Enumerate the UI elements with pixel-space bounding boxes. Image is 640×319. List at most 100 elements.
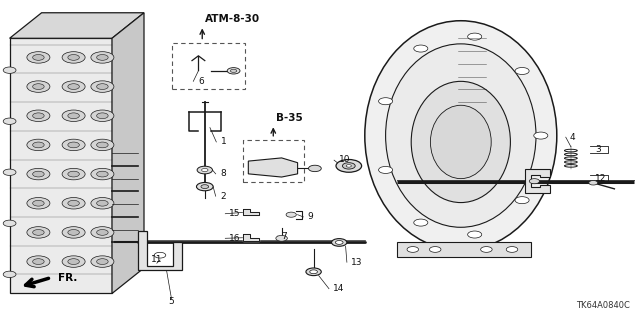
Circle shape	[27, 52, 50, 63]
Circle shape	[201, 185, 209, 189]
Circle shape	[202, 168, 208, 172]
Circle shape	[27, 256, 50, 267]
Circle shape	[27, 81, 50, 92]
Circle shape	[97, 113, 108, 119]
Circle shape	[468, 33, 482, 40]
Circle shape	[68, 55, 79, 60]
Text: 13: 13	[351, 258, 362, 267]
Circle shape	[379, 98, 393, 105]
Circle shape	[33, 259, 44, 264]
Circle shape	[227, 68, 240, 74]
Text: 7: 7	[282, 232, 287, 241]
Text: 15: 15	[229, 209, 241, 218]
Circle shape	[68, 259, 79, 264]
Circle shape	[68, 200, 79, 206]
Polygon shape	[138, 231, 182, 270]
Circle shape	[33, 142, 44, 148]
Circle shape	[534, 132, 548, 139]
Ellipse shape	[430, 105, 492, 179]
Circle shape	[407, 247, 419, 252]
Text: 8: 8	[221, 169, 227, 178]
Polygon shape	[10, 38, 112, 293]
Circle shape	[413, 219, 428, 226]
Circle shape	[91, 81, 114, 92]
Circle shape	[62, 197, 85, 209]
Circle shape	[346, 165, 351, 167]
Text: 1: 1	[221, 137, 227, 146]
Circle shape	[306, 268, 321, 276]
Circle shape	[27, 110, 50, 122]
Circle shape	[154, 252, 166, 258]
Circle shape	[529, 179, 540, 184]
Circle shape	[97, 230, 108, 235]
Circle shape	[68, 84, 79, 89]
Circle shape	[286, 212, 296, 217]
Circle shape	[33, 84, 44, 89]
Circle shape	[91, 256, 114, 267]
Text: 6: 6	[198, 77, 204, 86]
Text: 14: 14	[333, 284, 344, 293]
Circle shape	[62, 139, 85, 151]
Circle shape	[589, 181, 598, 185]
Circle shape	[332, 239, 347, 246]
Polygon shape	[248, 158, 298, 177]
Circle shape	[342, 163, 355, 169]
Circle shape	[515, 197, 529, 204]
Circle shape	[97, 259, 108, 264]
Circle shape	[97, 200, 108, 206]
Circle shape	[33, 113, 44, 119]
Text: 5: 5	[169, 297, 174, 306]
Ellipse shape	[411, 81, 511, 203]
Text: ATM-8-30: ATM-8-30	[205, 14, 260, 24]
Circle shape	[97, 84, 108, 89]
Text: B-35: B-35	[276, 113, 303, 123]
Circle shape	[27, 227, 50, 238]
Circle shape	[62, 256, 85, 267]
Polygon shape	[397, 242, 531, 257]
Circle shape	[68, 142, 79, 148]
Circle shape	[335, 241, 343, 244]
Circle shape	[91, 110, 114, 122]
Circle shape	[62, 227, 85, 238]
Circle shape	[196, 182, 213, 191]
Text: 10: 10	[339, 155, 351, 164]
Circle shape	[33, 171, 44, 177]
Polygon shape	[525, 169, 550, 193]
Circle shape	[429, 247, 441, 252]
Circle shape	[310, 270, 317, 274]
Circle shape	[3, 118, 16, 124]
Text: 2: 2	[221, 192, 227, 201]
Polygon shape	[10, 13, 144, 38]
Circle shape	[91, 168, 114, 180]
Circle shape	[68, 230, 79, 235]
Text: 3: 3	[595, 145, 601, 154]
Circle shape	[33, 230, 44, 235]
Text: FR.: FR.	[58, 273, 77, 283]
Ellipse shape	[385, 44, 536, 227]
Circle shape	[3, 67, 16, 73]
Circle shape	[276, 235, 287, 241]
Polygon shape	[243, 209, 259, 215]
Circle shape	[68, 113, 79, 119]
Circle shape	[3, 271, 16, 278]
Circle shape	[97, 55, 108, 60]
Circle shape	[27, 168, 50, 180]
Circle shape	[230, 69, 237, 72]
Circle shape	[91, 227, 114, 238]
Polygon shape	[112, 13, 144, 293]
Polygon shape	[243, 234, 259, 241]
Circle shape	[506, 247, 518, 252]
Text: 16: 16	[229, 234, 241, 243]
Text: 12: 12	[595, 174, 607, 183]
Text: 11: 11	[151, 256, 163, 264]
Circle shape	[413, 45, 428, 52]
Circle shape	[97, 171, 108, 177]
Circle shape	[3, 169, 16, 175]
Ellipse shape	[365, 21, 557, 250]
Circle shape	[91, 52, 114, 63]
Circle shape	[336, 160, 362, 172]
Circle shape	[33, 200, 44, 206]
Circle shape	[468, 231, 482, 238]
Circle shape	[91, 197, 114, 209]
Text: TK64A0840C: TK64A0840C	[577, 301, 630, 310]
